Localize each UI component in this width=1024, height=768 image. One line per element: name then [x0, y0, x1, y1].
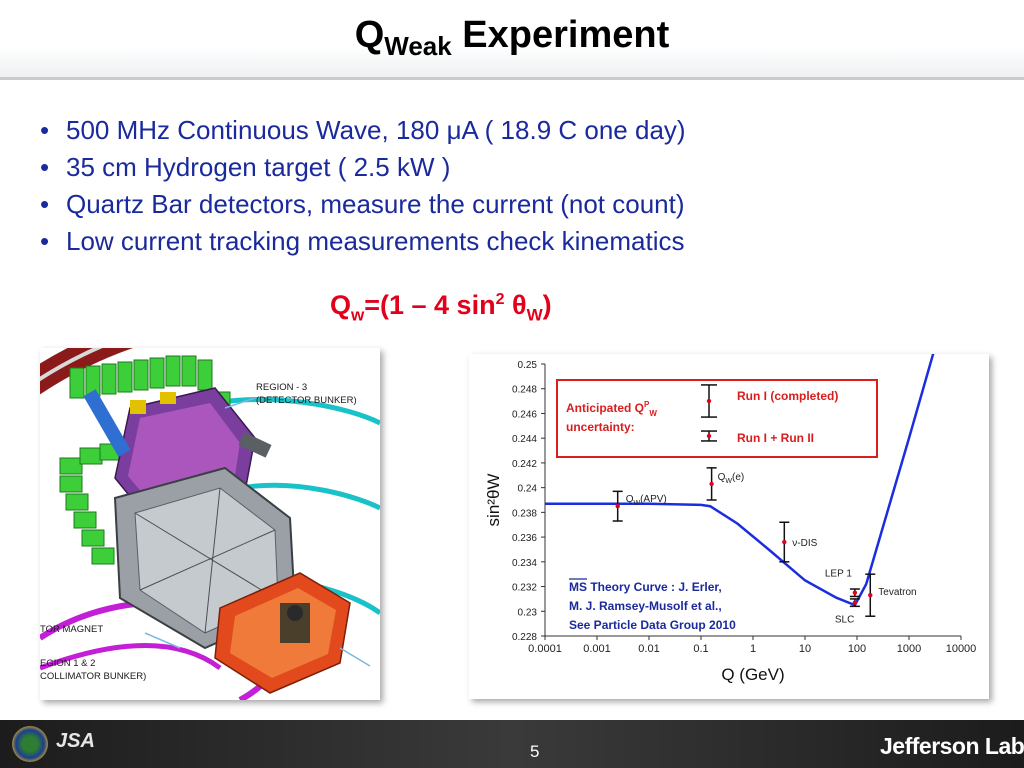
data-point — [852, 590, 858, 595]
bullet-item: • 500 MHz Continuous Wave, 180 μA ( 18.9 … — [40, 115, 686, 145]
sin2theta-chart: 0.0001 0.001 0.01 0.1 1 10 100 1000 10000 0.228 0.… — [469, 354, 989, 699]
theory-note-line: M. J. Ramsey-Musolf et al., — [569, 599, 722, 613]
bullet-list: • 500 MHz Continuous Wave, 180 μA ( 18.9 … — [40, 112, 686, 260]
y-tick-label: 0.248 — [512, 385, 537, 396]
x-tick-label: 0.001 — [583, 643, 611, 655]
y-tick-label: 0.23 — [518, 607, 538, 618]
footer-bar — [0, 720, 1024, 768]
title-bar — [0, 0, 1024, 80]
label-magnet: TOR MAGNET — [40, 624, 103, 635]
y-tick-label: 0.238 — [512, 508, 537, 519]
x-tick-label: 0.0001 — [528, 643, 562, 655]
point-label: QW(e) — [718, 472, 745, 485]
x-tick-label: 1000 — [897, 643, 921, 655]
y-tick-label: 0.232 — [512, 583, 537, 594]
x-tick-label: 10000 — [946, 643, 977, 655]
jefferson-lab-logo: Jefferson Lab — [880, 733, 1024, 759]
point-label: ν-DIS — [792, 538, 817, 549]
theory-note-line: See Particle Data Group 2010 — [569, 618, 736, 632]
legend-title: Anticipated QPW — [566, 400, 657, 418]
legend-run1-bar-point — [706, 398, 712, 404]
y-tick-label: 0.228 — [512, 632, 537, 643]
label-region12: EGION 1 & 2 — [40, 658, 95, 669]
data-point — [615, 503, 620, 509]
point-label: Tevatron — [878, 587, 916, 598]
x-tick-label: 100 — [848, 643, 866, 655]
theory-curve — [545, 354, 935, 607]
data-point — [782, 539, 787, 545]
y-tick-label: 0.242 — [512, 459, 537, 470]
x-tick-label: 0.01 — [638, 643, 659, 655]
slide-title: QWeak Experiment — [354, 14, 670, 61]
page-number: 5 — [530, 742, 540, 761]
weak-charge-formula: Qw=(1 – 4 sin2 θW) — [330, 290, 552, 325]
legend-run12-label: Run I + Run II — [737, 431, 814, 445]
doe-seal-logo — [12, 726, 48, 762]
point-label: SLC — [835, 615, 854, 626]
label-region3-desc: (DETECTOR BUNKER) — [256, 395, 357, 406]
x-axis-label: Q (GeV) — [721, 665, 784, 684]
legend-run1-label: Run I (completed) — [737, 389, 838, 403]
y-tick-label: 0.236 — [512, 533, 537, 544]
jsa-logo: JSA — [56, 730, 95, 752]
y-tick-label: 0.246 — [512, 409, 537, 420]
bullet-item: • 35 cm Hydrogen target ( 2.5 kW ) — [40, 152, 451, 182]
label-region12-desc: COLLIMATOR BUNKER) — [40, 671, 146, 682]
legend-box — [556, 379, 878, 458]
data-point — [709, 481, 714, 487]
bullet-item: • Low current tracking measurements check… — [40, 226, 685, 256]
legend-title-2: uncertainty: — [566, 420, 635, 434]
legend-run12-bar-point — [706, 433, 712, 439]
y-tick-label: 0.24 — [518, 484, 538, 495]
apparatus-illustration: REGION - 3 (DETECTOR BUNKER) TOR MAGNET … — [40, 348, 380, 700]
point-label: LEP 1 — [825, 569, 852, 580]
x-tick-label: 0.1 — [693, 643, 708, 655]
x-tick-label: 1 — [750, 643, 756, 655]
data-point — [852, 600, 858, 605]
y-tick-label: 0.244 — [512, 434, 537, 445]
x-tick-label: 10 — [799, 643, 811, 655]
label-region3: REGION - 3 — [256, 382, 307, 393]
point-label: QW(APV) — [626, 494, 667, 507]
data-point — [868, 593, 873, 598]
theory-note-line: MS Theory Curve : J. Erler, — [569, 580, 722, 594]
y-tick-label: 0.25 — [518, 360, 538, 371]
y-axis-label: sin²θW — [484, 474, 503, 527]
bullet-item: • Quartz Bar detectors, measure the curre… — [40, 189, 685, 219]
y-tick-label: 0.234 — [512, 558, 537, 569]
chart-svg: 0.0001 0.001 0.01 0.1 1 10 100 1000 10000 0.228 0.… — [484, 354, 977, 684]
